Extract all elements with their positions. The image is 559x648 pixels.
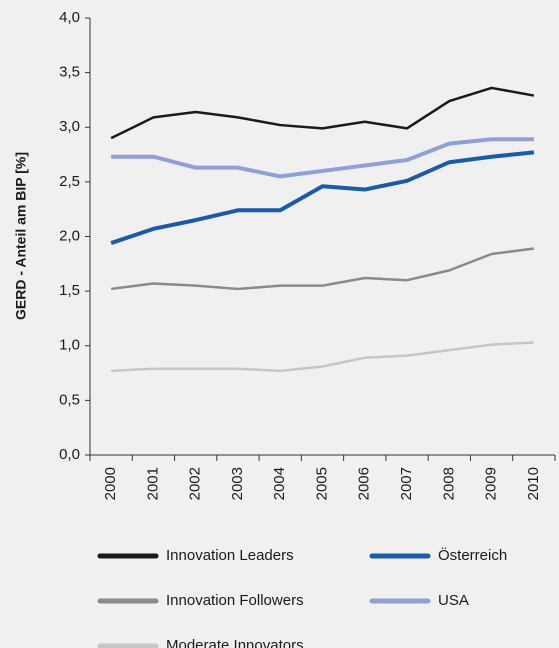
x-tick-label: 2007 [398, 467, 415, 500]
y-tick-label: 3,0 [59, 118, 80, 135]
y-tick-label: 1,0 [59, 337, 80, 354]
y-tick-label: 2,0 [59, 227, 80, 244]
x-tick-label: 2005 [313, 467, 330, 500]
y-tick-label: 0,5 [59, 391, 80, 408]
x-tick-label: 2004 [271, 467, 288, 500]
x-tick-label: 2003 [229, 467, 246, 500]
y-tick-label: 2,5 [59, 173, 80, 190]
legend-label: Moderate Innovators [166, 637, 304, 648]
series-line [111, 137, 534, 179]
y-tick-label: 3,5 [59, 64, 80, 81]
x-tick-label: 2009 [483, 467, 500, 500]
y-tick-label: 1,5 [59, 282, 80, 299]
x-tick-label: 2001 [144, 467, 161, 500]
legend-label: Österreich [438, 546, 507, 564]
x-tick-label: 2006 [356, 467, 373, 500]
legend-label: Innovation Leaders [166, 547, 294, 564]
x-tick-label: 2010 [525, 467, 542, 500]
series-line [110, 247, 535, 291]
x-tick-label: 2008 [440, 467, 457, 500]
legend-label: USA [438, 592, 469, 609]
x-tick-label: 2000 [102, 467, 119, 500]
series-line [110, 86, 535, 140]
y-axis-label: GERD - Anteil am BIP [%] [13, 152, 29, 320]
series-line [110, 150, 535, 245]
y-tick-label: 4,0 [59, 9, 80, 26]
x-tick-label: 2002 [187, 467, 204, 500]
legend-label: Innovation Followers [166, 592, 304, 609]
series-line [111, 341, 534, 373]
y-tick-label: 0,0 [59, 446, 80, 463]
